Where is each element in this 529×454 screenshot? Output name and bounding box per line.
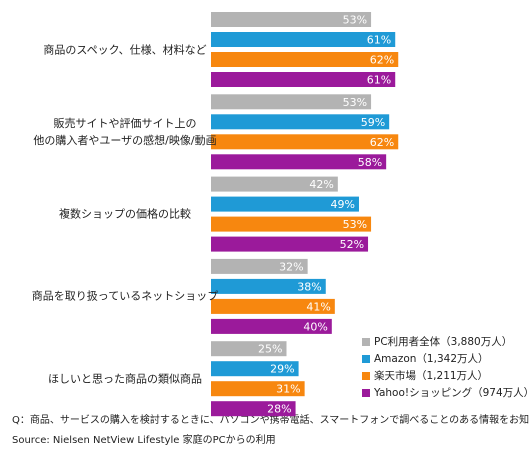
bar: [211, 361, 299, 377]
bar: [211, 94, 372, 110]
bar: [211, 318, 332, 334]
legend-label: Amazon（1,342万人）: [374, 353, 489, 365]
bar: [211, 258, 308, 274]
legend-label: Yahoo!ショッピング（974万人）: [373, 386, 529, 399]
bar: [211, 236, 369, 252]
value-label: 59%: [361, 116, 385, 129]
bar: [211, 278, 326, 294]
value-label: 28%: [267, 403, 291, 416]
bar: [211, 12, 372, 27]
bar: [211, 381, 305, 397]
legend-swatch: [362, 338, 370, 346]
legend-swatch: [362, 372, 370, 380]
bar: [211, 32, 396, 47]
legend-label: PC利用者全体（3,880万人）: [374, 335, 512, 348]
bar: [211, 401, 296, 417]
legend-swatch: [362, 389, 370, 397]
note: Q：商品、サービスの購入を検討するときに、パソコンや携帯電話、スマートフォンで調…: [12, 413, 529, 426]
category-label: 販売サイトや評価サイト上の 他の購入者やユーザの感想/映像/動画: [33, 116, 217, 147]
bar: [211, 52, 399, 67]
bar: [211, 298, 335, 314]
value-label: 53%: [343, 218, 367, 231]
value-label: 40%: [303, 320, 327, 333]
value-label: 53%: [343, 96, 367, 109]
value-label: 32%: [279, 260, 303, 273]
source: Source: Nielsen NetView Lifestyle 家庭のPCか…: [12, 433, 276, 446]
value-label: 42%: [309, 178, 333, 191]
bar: [211, 114, 390, 130]
bar: [211, 196, 359, 212]
value-label: 49%: [331, 198, 355, 211]
value-label: 62%: [370, 136, 394, 149]
category-label: 商品のスペック、仕様、材料など: [43, 43, 207, 56]
bar: [211, 216, 372, 232]
value-label: 53%: [343, 14, 367, 27]
category-label: ほしいと思った商品の類似商品: [48, 372, 202, 386]
value-label: 31%: [276, 383, 300, 396]
value-label: 61%: [367, 34, 391, 47]
value-label: 61%: [367, 74, 391, 87]
value-label: 52%: [340, 238, 364, 251]
legend-label: 楽天市場（1,211万人）: [374, 369, 488, 382]
value-label: 41%: [306, 300, 330, 313]
category-label: 複数ショップの価格の比較: [59, 207, 191, 221]
category-label: 商品を取り扱っているネットショップ: [31, 289, 219, 303]
bar: [211, 341, 287, 357]
value-label: 58%: [358, 156, 382, 169]
bar: [211, 134, 399, 150]
value-label: 62%: [370, 54, 394, 67]
value-label: 38%: [297, 280, 321, 293]
value-label: 29%: [270, 363, 294, 376]
bar: [211, 154, 387, 170]
bar: [211, 72, 396, 87]
bar: [211, 176, 338, 192]
value-label: 25%: [258, 343, 282, 356]
legend-swatch: [362, 355, 370, 363]
